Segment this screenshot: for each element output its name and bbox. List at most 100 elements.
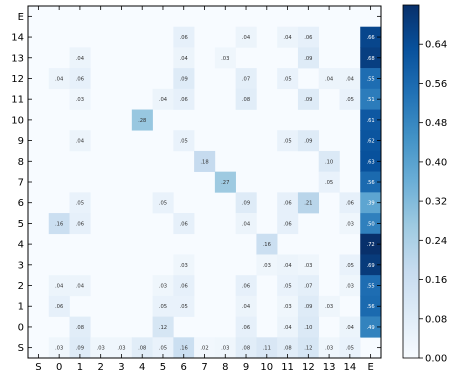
heatmap-cell-label: .03 bbox=[325, 346, 333, 352]
heatmap-cell bbox=[256, 337, 278, 359]
heatmap-cell bbox=[69, 130, 91, 152]
heatmap-cell-label: .08 bbox=[242, 97, 250, 103]
heatmap-cell-label: .16 bbox=[180, 346, 188, 352]
heatmap-cell-label: .68 bbox=[366, 56, 374, 62]
colorbar-tick-label: 0.48 bbox=[425, 118, 447, 129]
heatmap-cell-label: .04 bbox=[55, 76, 64, 82]
heatmap-cell-label: .06 bbox=[283, 221, 291, 227]
heatmap-cell-label: .08 bbox=[242, 346, 250, 352]
heatmap-cell-label: .06 bbox=[242, 325, 250, 331]
heatmap-cell bbox=[48, 295, 70, 317]
heatmap-cell-label: .03 bbox=[346, 221, 354, 227]
heatmap-cell-label: .08 bbox=[283, 346, 291, 352]
heatmap-cell-label: .05 bbox=[346, 97, 354, 103]
x-tick-label: 13 bbox=[323, 362, 336, 373]
heatmap-cell-label: .08 bbox=[138, 346, 146, 352]
heatmap-cell bbox=[339, 275, 361, 297]
heatmap-cell-label: .04 bbox=[76, 139, 85, 145]
heatmap-cell bbox=[173, 254, 195, 276]
heatmap-cell-label: .62 bbox=[366, 139, 374, 145]
heatmap-cell bbox=[277, 295, 299, 317]
heatmap-cell bbox=[235, 26, 257, 48]
heatmap-cell-label: .05 bbox=[180, 304, 188, 310]
heatmap-cell bbox=[277, 337, 299, 359]
heatmap-cell-label: .06 bbox=[76, 221, 84, 227]
heatmap-cell-label: .05 bbox=[159, 346, 167, 352]
heatmap-cell bbox=[194, 337, 216, 359]
heatmap-cell bbox=[360, 295, 382, 317]
heatmap-cell-label: .16 bbox=[55, 221, 63, 227]
heatmap-cell bbox=[235, 295, 257, 317]
heatmap-cell-label: .05 bbox=[283, 284, 291, 290]
heatmap-cell bbox=[69, 68, 91, 90]
heatmap-cell bbox=[360, 316, 382, 338]
y-tick-label: 12 bbox=[11, 74, 24, 85]
heatmap-cell-label: .03 bbox=[325, 304, 333, 310]
x-tick-label: 1 bbox=[77, 362, 83, 373]
heatmap-cell bbox=[235, 68, 257, 90]
heatmap-cell-label: .03 bbox=[304, 263, 312, 269]
heatmap-cell bbox=[297, 130, 320, 152]
y-tick-label: 13 bbox=[11, 53, 24, 64]
heatmap-cell bbox=[152, 316, 174, 338]
heatmap-cell-label: .09 bbox=[242, 201, 250, 207]
heatmap-cell bbox=[214, 171, 236, 193]
heatmap-cell bbox=[277, 254, 299, 276]
heatmap-cell bbox=[277, 68, 299, 90]
colorbar-tick-label: 0.32 bbox=[425, 197, 447, 208]
heatmap-cell bbox=[277, 192, 299, 214]
heatmap-cell-label: .06 bbox=[242, 284, 250, 290]
heatmap-cell bbox=[360, 254, 382, 276]
heatmap-cell bbox=[339, 192, 361, 214]
heatmap-cell-label: .05 bbox=[283, 139, 291, 145]
heatmap-cell bbox=[360, 233, 382, 255]
heatmap-cell-label: .72 bbox=[366, 242, 374, 248]
heatmap-cell bbox=[297, 88, 320, 110]
heatmap-cell-label: .10 bbox=[304, 325, 312, 331]
x-tick-label: 3 bbox=[118, 362, 124, 373]
heatmap-cell-label: .06 bbox=[55, 304, 63, 310]
heatmap-cell bbox=[48, 275, 70, 297]
heatmap-cell bbox=[48, 337, 70, 359]
heatmap-cell bbox=[360, 109, 382, 131]
heatmap-plot-area: .06 .04 .04 .06 .66 .04 .04 .03 .09 .68 .04 .06 .09.… bbox=[11, 5, 382, 373]
heatmap-cell-label: .63 bbox=[366, 159, 374, 165]
x-tick-label: S bbox=[35, 362, 41, 373]
heatmap-cell-label: .03 bbox=[180, 263, 188, 269]
heatmap-cell-label: .07 bbox=[304, 284, 312, 290]
colorbar-tick-label: 0.64 bbox=[425, 40, 447, 51]
heatmap-cell bbox=[360, 47, 382, 69]
x-tick-label: E bbox=[367, 362, 373, 373]
y-tick-label: 3 bbox=[18, 260, 24, 271]
heatmap-cell-label: .04 bbox=[346, 325, 355, 331]
heatmap-cell bbox=[297, 295, 320, 317]
heatmap-cell bbox=[360, 213, 382, 235]
heatmap-cell-label: .05 bbox=[325, 180, 333, 186]
heatmap-cell bbox=[69, 47, 91, 69]
heatmap-cell bbox=[318, 171, 340, 193]
heatmap-cell bbox=[48, 68, 70, 90]
heatmap-cell-label: .06 bbox=[283, 201, 291, 207]
heatmap-cell-label: .18 bbox=[200, 159, 208, 165]
heatmap-cell bbox=[339, 88, 361, 110]
heatmap-cell bbox=[131, 337, 153, 359]
heatmap-cell bbox=[297, 316, 320, 338]
heatmap-cell bbox=[339, 68, 361, 90]
heatmap-cell bbox=[339, 337, 361, 359]
heatmap-cell-label: .03 bbox=[76, 97, 84, 103]
heatmap-cell-label: .28 bbox=[138, 118, 146, 124]
heatmap-cell-label: .05 bbox=[159, 304, 167, 310]
x-tick-label: 14 bbox=[343, 362, 356, 373]
heatmap-cell bbox=[173, 275, 195, 297]
heatmap-cell-label: .03 bbox=[221, 56, 229, 62]
heatmap-cell bbox=[152, 275, 174, 297]
x-tick-label: 9 bbox=[243, 362, 249, 373]
heatmap-cell-label: .69 bbox=[366, 263, 374, 269]
colorbar-tick-label: 0.08 bbox=[425, 314, 447, 325]
colorbar-tick-label: 0.24 bbox=[425, 236, 447, 247]
heatmap-cell-label: .05 bbox=[76, 201, 84, 207]
heatmap-cell-label: .50 bbox=[366, 221, 374, 227]
heatmap-cell-label: .04 bbox=[76, 284, 85, 290]
heatmap-cell-label: .03 bbox=[283, 304, 291, 310]
